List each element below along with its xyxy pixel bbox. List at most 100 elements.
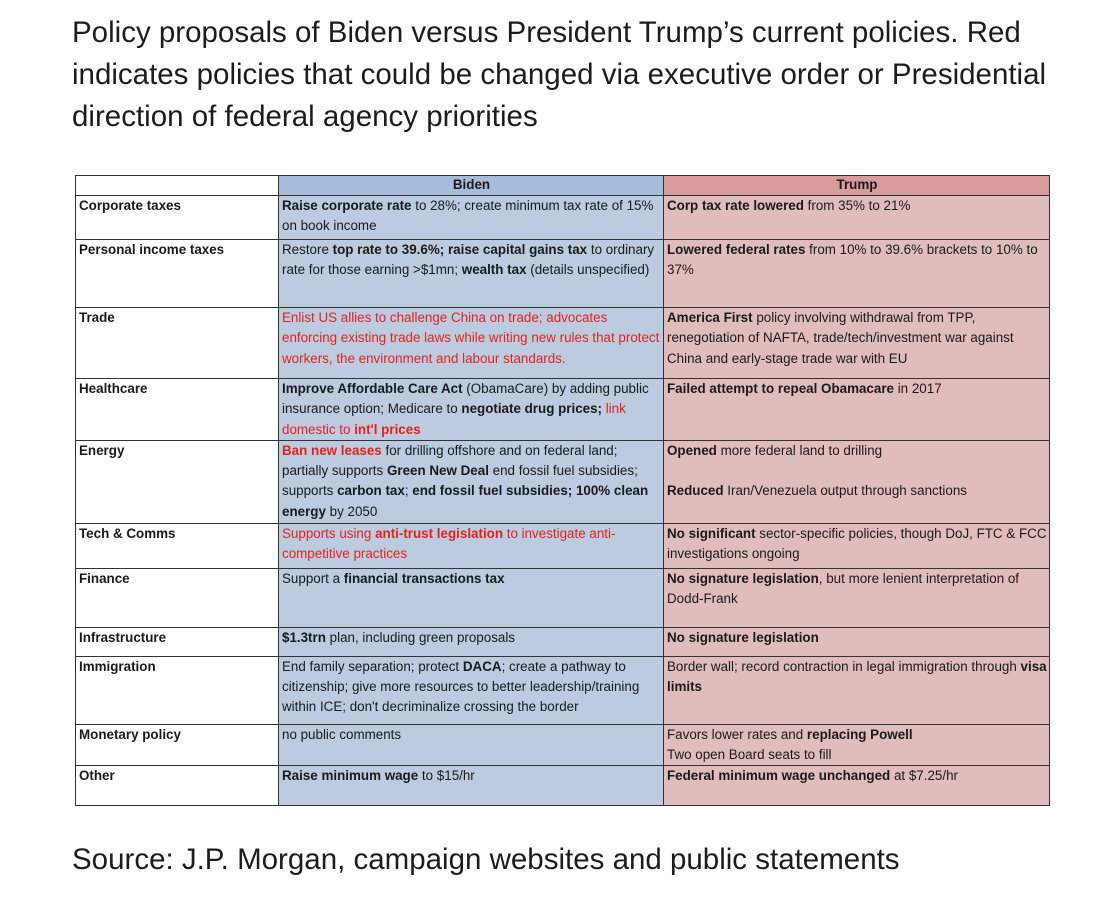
table-row: Other Raise minimum wage to $15/hr Federal… xyxy=(75,765,1050,807)
executive-order-text: link domestic to xyxy=(282,401,626,437)
trump-cell: No signature legislation xyxy=(663,626,1050,657)
table-row: Tech & Comms Supports using anti-trust le… xyxy=(75,522,1050,569)
policy-text: Restore xyxy=(282,242,333,257)
executive-order-text: Ban new leases xyxy=(282,442,382,458)
policy-text: Raise corporate rate xyxy=(282,198,412,213)
table-row: Monetary policy no public comments Favors … xyxy=(75,723,1050,767)
table-row: Energy Ban new leases for drilling offsho… xyxy=(75,439,1050,524)
policy-text: at $7.25/hr xyxy=(890,768,958,784)
policy-text: financial transactions tax xyxy=(343,570,505,586)
policy-text: Failed attempt to repeal Obamacare xyxy=(667,381,894,396)
policy-text: policy involving withdrawal from TPP, re… xyxy=(667,310,1014,366)
policy-text: for drilling offshore and on federal lan… xyxy=(282,442,618,479)
policy-text: more federal land to drilling xyxy=(716,442,883,458)
policy-text: Raise minimum wage xyxy=(282,768,419,784)
trump-cell: America First policy involving withdrawa… xyxy=(663,307,1050,379)
policy-text: from 35% to 21% xyxy=(803,198,911,213)
policy-text: top rate to 39.6%; raise capital gains t… xyxy=(332,242,588,257)
policy-text: negotiate drug prices; xyxy=(461,401,603,417)
table-row: Infrastructure $1.3trn plan, including gr… xyxy=(75,626,1050,657)
biden-cell: End family separation; protect DACA; cre… xyxy=(278,655,664,725)
policy-text: No significant xyxy=(667,525,756,541)
policy-text: by 2050 xyxy=(325,503,378,519)
policy-text: plan, including green proposals xyxy=(325,629,516,645)
biden-cell: no public comments xyxy=(278,723,664,767)
executive-order-text: int'l prices xyxy=(354,421,421,437)
trump-cell: Failed attempt to repeal Obamacare in 20… xyxy=(663,378,1050,441)
policy-text: to ordinary rate for those earning >$1mn… xyxy=(282,242,655,278)
table-row: Corporate taxes Raise corporate rate to 2… xyxy=(75,195,1050,240)
row-category: Corporate taxes xyxy=(75,195,279,240)
policy-text: ; xyxy=(404,483,413,499)
trump-cell: Opened more federal land to drilling Redu… xyxy=(663,439,1050,524)
policy-text: $1.3trn xyxy=(282,629,326,645)
row-category: Monetary policy xyxy=(75,723,279,767)
policy-comparison-table: Biden Trump Corporate taxes Raise corpora… xyxy=(75,175,1050,807)
policy-text: Support a xyxy=(282,570,344,586)
table-row: Personal income taxes Restore top rate to… xyxy=(75,239,1050,308)
biden-cell: Raise corporate rate to 28%; create mini… xyxy=(278,195,664,240)
biden-cell: Supports using anti-trust legislation to… xyxy=(278,522,664,569)
policy-text: Border wall; record contraction in legal… xyxy=(667,658,1021,674)
policy-text: No signature legislation xyxy=(667,629,819,645)
trump-cell: No signature legislation, but more lenie… xyxy=(663,567,1050,628)
row-category: Trade xyxy=(75,307,279,379)
table-header-row: Biden Trump xyxy=(75,175,1050,196)
biden-cell: Enlist US allies to challenge China on t… xyxy=(278,307,664,379)
row-category: Personal income taxes xyxy=(75,239,279,308)
trump-cell: Border wall; record contraction in legal… xyxy=(663,655,1050,725)
row-category: Healthcare xyxy=(75,378,279,441)
trump-cell: Lowered federal rates from 10% to 39.6% … xyxy=(663,239,1050,308)
policy-text: Iran/Venezuela output through sanctions xyxy=(723,483,967,499)
row-category: Tech & Comms xyxy=(75,522,279,569)
policy-text: sector-specific policies, though DoJ, FT… xyxy=(667,525,1047,562)
policy-text: , but more lenient interpretation of Dod… xyxy=(667,570,1020,607)
biden-cell: Improve Affordable Care Act (ObamaCare) … xyxy=(278,378,664,441)
policy-text: to $15/hr xyxy=(418,768,475,784)
policy-text: No signature legislation xyxy=(667,570,819,586)
policy-text: to 28%; create minimum tax rate of 15% o… xyxy=(282,198,654,234)
policy-text: (ObamaCare) by adding public insurance o… xyxy=(282,381,649,417)
policy-text: End family separation; protect xyxy=(282,658,463,674)
source-note: Source: J.P. Morgan, campaign websites a… xyxy=(72,843,900,876)
page-heading: Policy proposals of Biden versus Preside… xyxy=(72,16,1047,133)
policy-text: DACA xyxy=(462,658,502,674)
executive-order-text: to investigate anti-competitive practice… xyxy=(282,525,616,562)
policy-text: from 10% to 39.6% brackets to 10% to 37% xyxy=(667,242,1038,278)
policy-text: Reduced xyxy=(667,483,724,499)
policy-text: Federal minimum wage unchanged xyxy=(667,768,891,784)
policy-text: replacing Powell xyxy=(806,726,913,742)
trump-cell: No significant sector-specific policies,… xyxy=(663,522,1050,569)
table-row: Finance Support a financial transactions … xyxy=(75,567,1050,628)
policy-text: in 2017 xyxy=(893,381,942,396)
biden-cell: Raise minimum wage to $15/hr xyxy=(278,765,664,807)
policy-text: Two open Board seats to fill xyxy=(667,747,832,763)
policy-text: America First xyxy=(667,310,753,325)
header-category xyxy=(75,175,279,196)
biden-cell: $1.3trn plan, including green proposals xyxy=(278,626,664,657)
policy-text: wealth tax xyxy=(461,262,527,278)
row-category: Infrastructure xyxy=(75,626,279,657)
policy-text: Opened xyxy=(667,442,717,458)
policy-text: visa limits xyxy=(667,658,1047,695)
policy-text: Improve Affordable Care Act xyxy=(282,381,463,396)
header-trump: Trump xyxy=(663,175,1050,196)
row-category: Energy xyxy=(75,439,279,524)
biden-cell: Restore top rate to 39.6%; raise capital… xyxy=(278,239,664,308)
policy-text: Favors lower rates and xyxy=(667,726,807,742)
policy-text: carbon tax xyxy=(337,483,405,499)
table-row: Immigration End family separation; protec… xyxy=(75,655,1050,725)
header-biden: Biden xyxy=(278,175,664,196)
executive-order-text: anti-trust legislation xyxy=(375,525,504,541)
trump-cell: Favors lower rates and replacing Powell T… xyxy=(663,723,1050,767)
biden-cell: Support a financial transactions tax xyxy=(278,567,664,628)
trump-cell: Federal minimum wage unchanged at $7.25/… xyxy=(663,765,1050,807)
policy-text: Lowered federal rates xyxy=(667,242,806,257)
table-row: Trade Enlist US allies to challenge China… xyxy=(75,307,1050,379)
policy-text: no public comments xyxy=(282,726,402,742)
line-gap xyxy=(667,461,1047,481)
policy-text: end fossil fuel subsidies; supports xyxy=(282,463,638,499)
policy-text: Corp tax rate lowered xyxy=(667,198,804,213)
trump-cell: Corp tax rate lowered from 35% to 21% xyxy=(663,195,1050,240)
executive-order-text: Supports using xyxy=(282,525,376,541)
